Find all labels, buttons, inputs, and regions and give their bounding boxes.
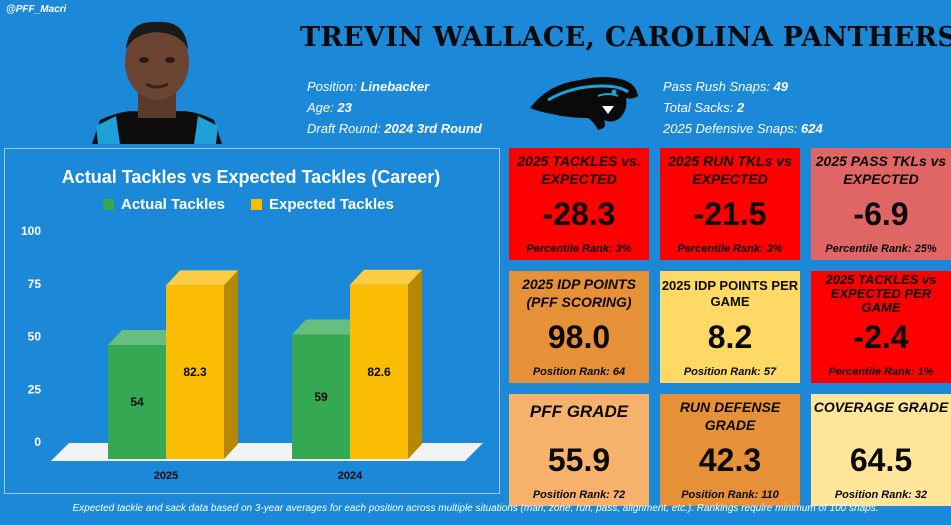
info-total-sacks: Total Sacks: 2 — [663, 100, 745, 115]
stat-card-value: -28.3 — [542, 196, 616, 232]
legend-label: Actual Tackles — [121, 196, 225, 213]
stat-card-rank: Percentile Rank: 1% — [828, 366, 934, 378]
panthers-logo-icon — [530, 77, 638, 130]
stat-card-value: -21.5 — [693, 196, 767, 232]
bar — [350, 284, 408, 459]
bar — [108, 345, 166, 459]
stat-card-value: 42.3 — [698, 442, 762, 478]
bar-side — [408, 269, 422, 459]
player-info-left: Position: Linebacker Age: 23 Draft Round… — [307, 76, 482, 139]
player-info-right: Pass Rush Snaps: 49 Total Sacks: 2 2025 … — [663, 76, 823, 139]
info-age: Age: 23 — [307, 100, 352, 115]
player-photo — [86, 16, 228, 144]
stat-card-title: 2025 IDP POINTS PER GAME — [661, 278, 799, 309]
bar-top — [108, 330, 180, 346]
legend-label: Expected Tackles — [269, 196, 394, 213]
footnote: Expected tackle and sack data based on 3… — [72, 503, 879, 514]
stat-card-value: 8.2 — [707, 319, 753, 355]
info-position: Position: Linebacker — [307, 79, 430, 94]
bar-side — [224, 270, 238, 459]
y-tick-label: 50 — [28, 330, 42, 344]
chart-legend: Actual Tackles Expected Tackles — [103, 196, 394, 213]
y-tick-label: 75 — [28, 277, 42, 291]
stat-card-rank: Position Rank: 110 — [681, 489, 779, 501]
stat-card-rank: Percentile Rank: 3% — [526, 243, 632, 255]
y-tick-label: 0 — [34, 435, 41, 449]
stat-card-title: 2025 PASS TKLs vs EXPECTED — [815, 153, 947, 187]
stat-card-value: -6.9 — [853, 196, 909, 232]
legend-swatch — [251, 199, 262, 210]
stat-card: 2025 PASS TKLs vs EXPECTED -6.9 Percentile… — [811, 148, 951, 260]
bar — [166, 285, 224, 459]
bar-top — [166, 270, 238, 286]
legend-swatch — [103, 199, 114, 210]
bar-top — [350, 269, 422, 285]
y-tick-label: 100 — [21, 224, 41, 238]
stat-card-rank: Position Rank: 32 — [834, 489, 928, 501]
info-draft-round: Draft Round: 2024 3rd Round — [307, 121, 482, 136]
stat-card-rank: Position Rank: 57 — [683, 366, 777, 378]
stat-card-title: 2025 IDP POINTS (PFF SCORING) — [522, 276, 636, 310]
stat-card: 2025 TACKLES vs. EXPECTED -28.3 Percentile… — [509, 148, 649, 260]
stat-card-rank: Position Rank: 72 — [532, 489, 626, 501]
chart-bars: 54 82.3 59 82.6 — [108, 269, 422, 459]
y-axis: 0 25 50 75 100 — [21, 224, 41, 449]
info-pass-rush-snaps: Pass Rush Snaps: 49 — [663, 79, 789, 94]
y-tick-label: 25 — [28, 382, 42, 396]
x-axis: 2025 2024 — [154, 470, 363, 482]
stat-card-title: RUN DEFENSE GRADE — [679, 399, 781, 433]
stat-card-title: 2025 RUN TKLs vs EXPECTED — [668, 153, 792, 187]
source-handle: @PFF_Macri — [6, 4, 67, 15]
stat-card-title: PFF GRADE — [529, 402, 629, 421]
page-title: TREVIN WALLACE, CAROLINA PANTHERS — [300, 22, 951, 53]
stat-card: 2025 TACKLES vs EXPECTED PER GAME -2.4 Per… — [811, 271, 951, 383]
stat-card-value: 64.5 — [849, 442, 913, 478]
bar-top — [292, 319, 364, 335]
stat-card: PFF GRADE 55.9 Position Rank: 72 — [509, 394, 649, 506]
bar — [292, 334, 350, 459]
chart-title: Actual Tackles vs Expected Tackles (Care… — [62, 167, 441, 187]
stat-card: 2025 RUN TKLs vs EXPECTED -21.5 Percentile… — [660, 148, 800, 260]
stat-card: COVERAGE GRADE 64.5 Position Rank: 32 — [811, 394, 951, 506]
bar-value-label: 82.6 — [367, 365, 391, 379]
stat-card-rank: Position Rank: 64 — [532, 366, 626, 378]
bar-value-label: 54 — [130, 395, 144, 409]
stat-card: 2025 IDP POINTS PER GAME 8.2 Position Rank… — [660, 271, 800, 383]
tackles-chart: Actual Tackles vs Expected Tackles (Care… — [4, 148, 500, 494]
stat-card-rank: Percentile Rank: 25% — [825, 243, 937, 255]
stat-card-rank: Percentile Rank: 3% — [677, 243, 783, 255]
stat-card-title: COVERAGE GRADE — [813, 399, 949, 415]
stat-card-value: 98.0 — [547, 319, 611, 355]
stat-card-value: -2.4 — [853, 319, 909, 355]
tackles-chart-svg: Actual Tackles vs Expected Tackles (Care… — [21, 167, 483, 482]
stat-card-title: 2025 TACKLES vs. EXPECTED — [517, 153, 641, 187]
bar-value-label: 82.3 — [183, 365, 207, 379]
stat-card-title: 2025 TACKLES vs EXPECTED PER GAME — [825, 272, 937, 315]
x-tick-label: 2024 — [338, 470, 363, 482]
info-defensive-snaps: 2025 Defensive Snaps: 624 — [663, 121, 823, 136]
stat-card: RUN DEFENSE GRADE 42.3 Position Rank: 110 — [660, 394, 800, 506]
stat-card-value: 55.9 — [547, 442, 611, 478]
bar-value-label: 59 — [314, 390, 328, 404]
stat-card: 2025 IDP POINTS (PFF SCORING) 98.0 Positio… — [509, 271, 649, 383]
x-tick-label: 2025 — [154, 470, 178, 482]
